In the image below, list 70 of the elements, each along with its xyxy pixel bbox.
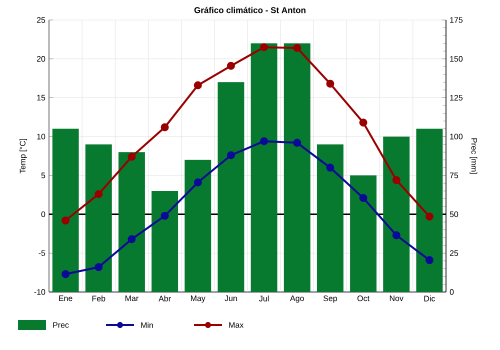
- bar: [416, 128, 443, 292]
- bar: [218, 82, 244, 292]
- x-tick-label: Dic: [424, 296, 436, 302]
- point: [359, 118, 368, 127]
- y-tick-label: -5: [38, 250, 46, 256]
- y2-tick-label: 75: [450, 172, 458, 178]
- point: [392, 231, 400, 240]
- point: [425, 256, 434, 264]
- x-tick-label: May: [190, 296, 206, 303]
- x-tick-label: Mar: [125, 296, 138, 302]
- point: [160, 123, 169, 132]
- point: [425, 212, 434, 221]
- point: [94, 190, 103, 198]
- point: [128, 235, 136, 244]
- point: [226, 151, 235, 160]
- x-tick-label: Feb: [92, 296, 106, 302]
- y-tick-label: 10: [37, 134, 46, 140]
- x-tick-label: Ene: [59, 296, 72, 302]
- point: [260, 43, 268, 52]
- point: [293, 44, 302, 52]
- x-tick-label: Jun: [224, 296, 237, 302]
- x-tick-label: Oct: [357, 296, 370, 302]
- bar: [118, 152, 145, 292]
- y2-tick-label: 175: [450, 17, 463, 23]
- y-tick-label: 15: [37, 94, 46, 100]
- point: [260, 137, 268, 146]
- point: [194, 81, 202, 90]
- x-tick-label: Jul: [259, 296, 269, 302]
- point: [359, 194, 368, 202]
- y-tick-label: 25: [36, 17, 46, 23]
- y-tick-label: -10: [34, 289, 46, 295]
- y-tick-label: 20: [36, 56, 46, 62]
- y2-tick-label: 125: [450, 94, 463, 101]
- bar: [350, 175, 377, 292]
- point: [62, 216, 70, 224]
- y2-tick-label: 50: [450, 211, 458, 218]
- point: [226, 62, 235, 70]
- bar: [250, 43, 278, 292]
- y2-tick-label: 100: [450, 134, 463, 140]
- bar: [316, 144, 344, 292]
- point: [293, 138, 302, 147]
- x-tick-label: Sep: [323, 296, 337, 303]
- bar: [52, 128, 79, 292]
- point: [326, 164, 334, 172]
- point: [194, 178, 202, 186]
- bar: [284, 43, 310, 292]
- y2-axis-title: Prec [mm]: [470, 138, 478, 174]
- legend-label: Max: [229, 322, 244, 328]
- point: [128, 152, 136, 161]
- point: [160, 212, 169, 220]
- point: [62, 270, 70, 278]
- legend-label: Prec: [53, 322, 69, 328]
- point: [326, 80, 334, 88]
- point: [94, 263, 103, 272]
- bar: [152, 190, 178, 292]
- bar: [184, 160, 212, 292]
- x-tick-label: Abr: [158, 296, 171, 302]
- bar: [383, 136, 410, 292]
- y2-tick-label: 150: [450, 56, 463, 62]
- legend-label: Min: [141, 322, 153, 328]
- x-tick-label: Nov: [390, 296, 404, 302]
- bar: [85, 144, 112, 292]
- y-tick-label: 0: [41, 211, 46, 218]
- y2-tick-label: 0: [450, 289, 454, 295]
- point: [392, 176, 400, 184]
- y-tick-label: 5: [41, 172, 46, 178]
- chart-title: Gráfico climático - St Anton: [194, 6, 306, 14]
- x-tick-label: Ago: [290, 296, 304, 303]
- y2-tick-label: 25: [450, 250, 458, 256]
- y-axis-title: Temp [°C]: [20, 138, 28, 174]
